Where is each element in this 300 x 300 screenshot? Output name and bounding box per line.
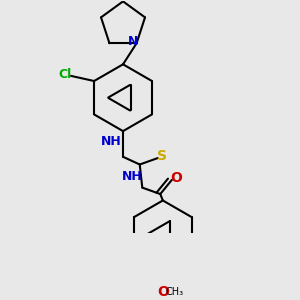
Text: O: O (170, 171, 182, 185)
Text: Cl: Cl (58, 68, 71, 81)
Text: CH₃: CH₃ (165, 287, 184, 297)
Text: NH: NH (122, 169, 142, 183)
Text: N: N (128, 35, 138, 48)
Text: NH: NH (101, 135, 122, 148)
Text: S: S (157, 149, 167, 163)
Text: O: O (157, 285, 169, 299)
